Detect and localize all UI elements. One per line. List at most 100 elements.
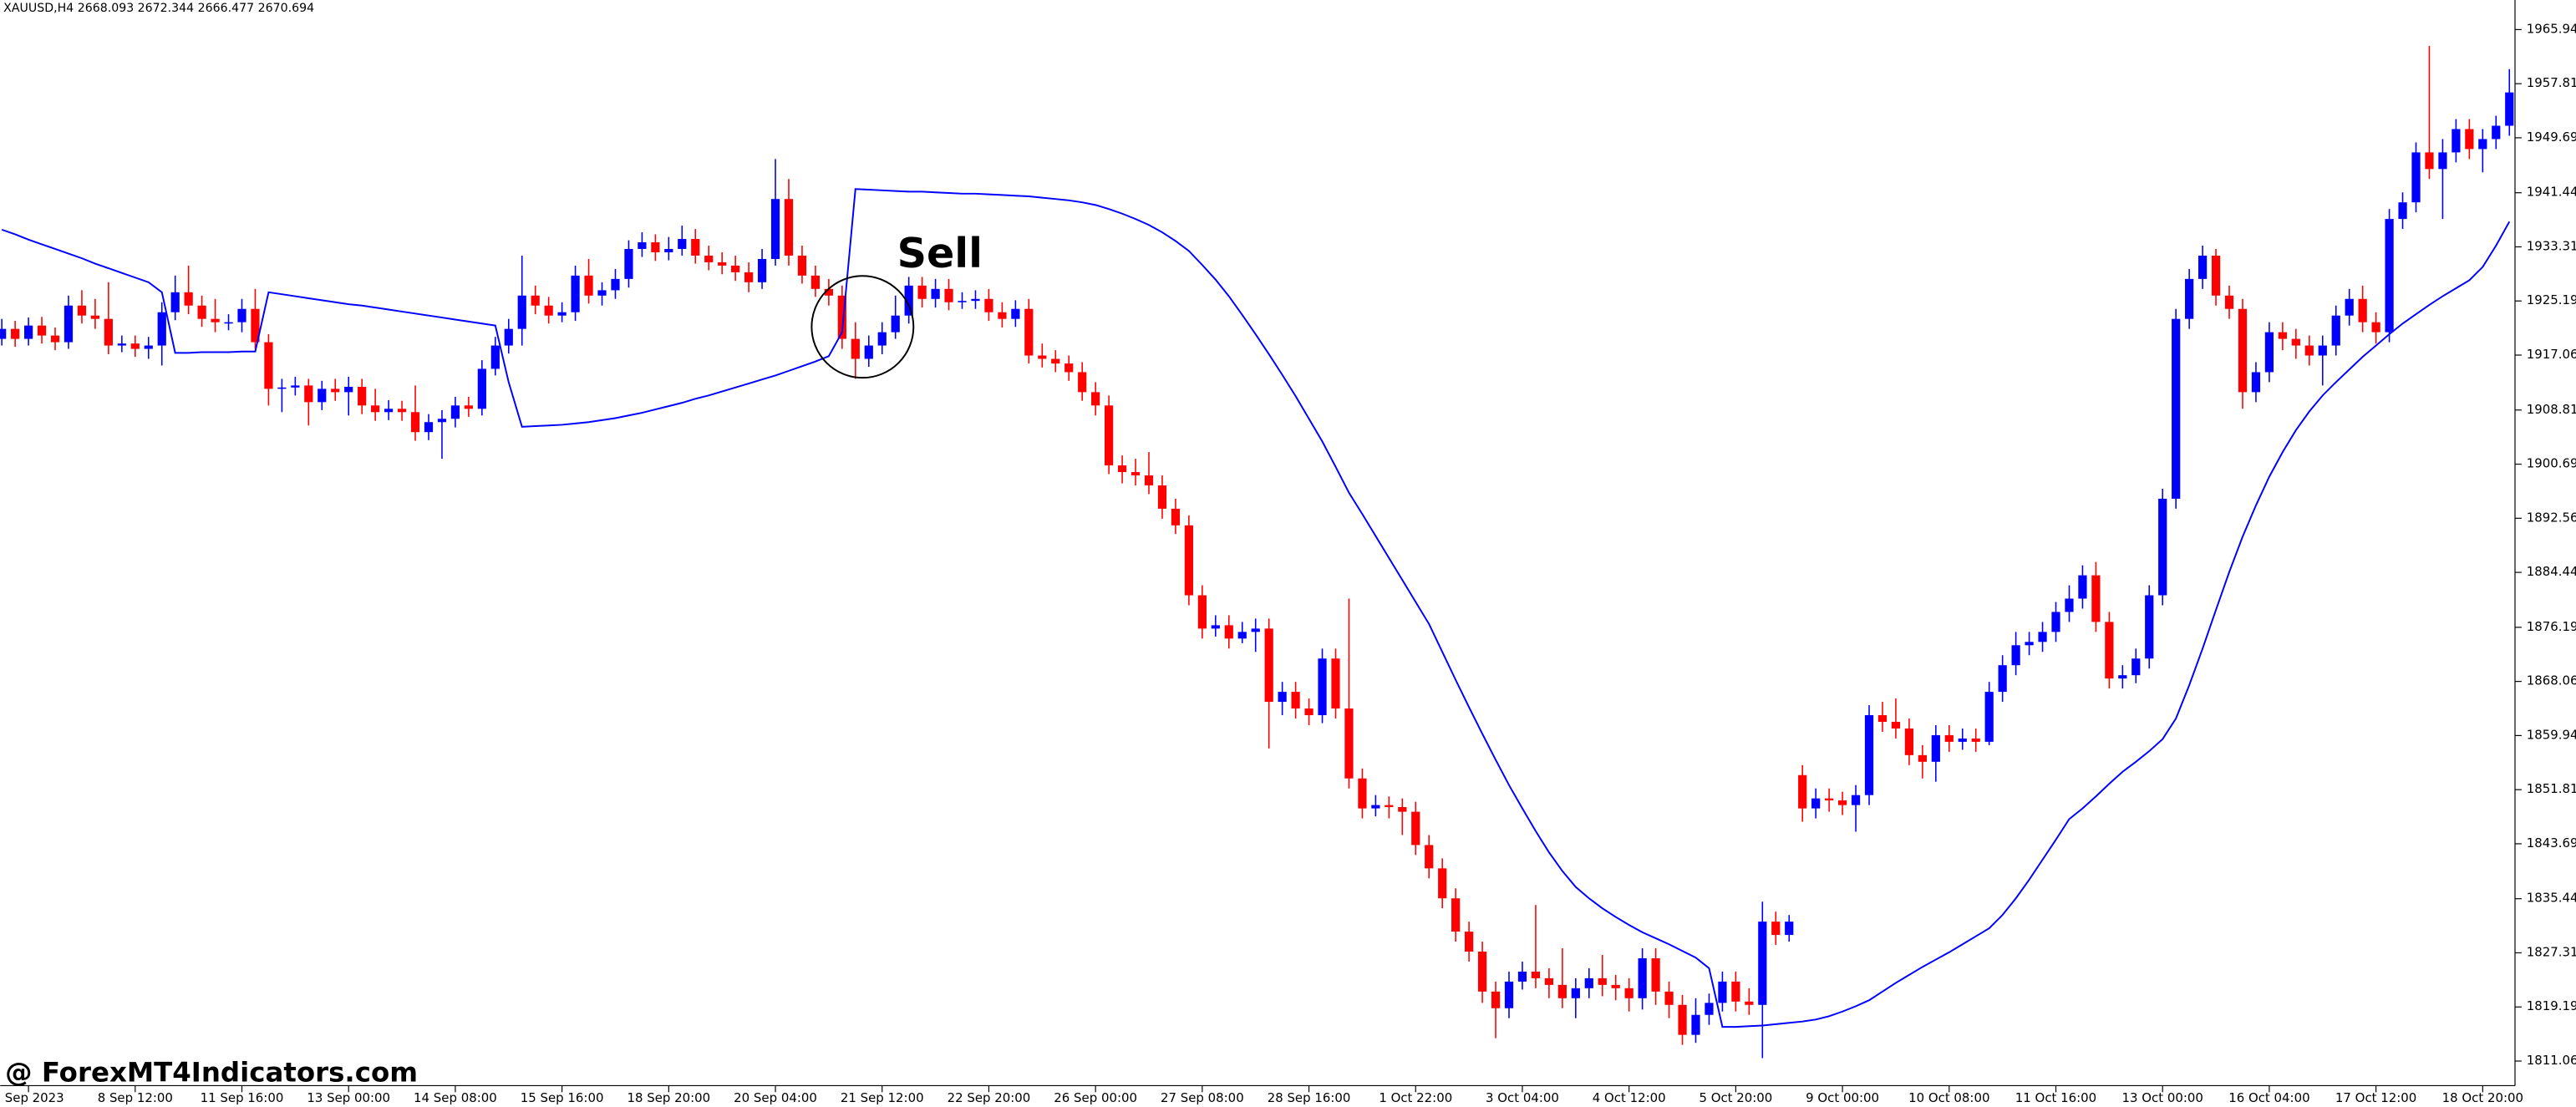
y-tick-label: 1933.315 xyxy=(2527,238,2576,253)
y-tick-label: 1949.690 xyxy=(2527,129,2576,145)
candle-body xyxy=(90,315,100,319)
x-tick-label: 11 Oct 16:00 xyxy=(2015,1090,2096,1105)
candle-body xyxy=(1331,658,1340,709)
candle-body xyxy=(1157,485,1167,509)
candle-body xyxy=(0,328,7,339)
candle-body xyxy=(1144,475,1154,485)
candle-body xyxy=(784,199,794,256)
candle-body xyxy=(1611,984,1620,988)
candle-body xyxy=(731,265,740,272)
candle-body xyxy=(891,315,900,333)
candle-body xyxy=(1904,728,1914,755)
candle-body xyxy=(2318,345,2327,356)
candle-body xyxy=(1078,372,1087,393)
x-tick-label: 7 Sep 2023 xyxy=(0,1090,64,1105)
candle-body xyxy=(23,325,33,339)
candle-body xyxy=(1278,692,1287,703)
candle-body xyxy=(2078,575,2087,599)
x-tick-label: 22 Sep 20:00 xyxy=(948,1090,1031,1105)
candle-body xyxy=(1197,595,1207,629)
y-tick-label: 1843.690 xyxy=(2527,835,2576,851)
candle-body xyxy=(984,298,993,312)
candle-body xyxy=(2452,129,2461,153)
candle-body xyxy=(958,301,967,302)
candle-body xyxy=(37,325,47,336)
candle-body xyxy=(104,318,113,346)
candle-body xyxy=(517,295,526,329)
candle-body xyxy=(2238,308,2248,393)
candle-body xyxy=(2291,338,2300,346)
y-tick-label: 1851.815 xyxy=(2527,781,2576,796)
candle-body xyxy=(344,386,353,393)
x-tick-label: 11 Sep 16:00 xyxy=(201,1090,284,1105)
candle-body xyxy=(2038,632,2047,642)
candle-body xyxy=(1624,988,1633,998)
candle-body xyxy=(678,239,687,249)
signal-circle xyxy=(810,275,915,379)
candle-body xyxy=(691,239,700,256)
candle-body xyxy=(2051,612,2060,632)
candle-body xyxy=(157,312,166,346)
y-tick-label: 1965.940 xyxy=(2527,21,2576,36)
candle-body xyxy=(1958,738,1967,742)
candle-body xyxy=(1411,811,1420,845)
x-tick-label: 13 Sep 00:00 xyxy=(307,1090,390,1105)
candle-body xyxy=(1184,525,1194,596)
candle-body xyxy=(2358,298,2367,322)
x-tick-label: 10 Oct 08:00 xyxy=(1908,1090,1989,1105)
candle-body xyxy=(971,298,980,302)
candle-body xyxy=(1385,805,1394,808)
x-tick-label: 1 Oct 22:00 xyxy=(1379,1090,1452,1105)
y-tick-label: 1876.190 xyxy=(2527,619,2576,634)
candle-body xyxy=(2224,295,2234,309)
candle-body xyxy=(1477,951,1487,992)
candle-body xyxy=(1344,708,1354,779)
candle-body xyxy=(1731,981,1740,1002)
candle-body xyxy=(1398,807,1407,812)
candle-body xyxy=(2091,575,2101,622)
candle-body xyxy=(998,312,1007,319)
candle-body xyxy=(584,275,593,296)
candle-body xyxy=(651,242,660,252)
candle-body xyxy=(1691,1014,1700,1035)
candle-body xyxy=(2065,598,2074,612)
candle-body xyxy=(1864,715,1874,795)
candle-body xyxy=(2371,322,2380,333)
candle-body xyxy=(384,409,394,413)
x-tick-label: 13 Oct 00:00 xyxy=(2122,1090,2203,1105)
candle-body xyxy=(2158,498,2167,596)
candle-body xyxy=(611,278,620,291)
candle-body xyxy=(557,312,567,316)
watermark: @ ForexMT4Indicators.com xyxy=(5,1057,418,1089)
y-tick-label: 1819.190 xyxy=(2527,998,2576,1013)
y-tick-label: 1892.565 xyxy=(2527,510,2576,525)
candle-body xyxy=(2172,318,2181,499)
candle-body xyxy=(864,345,873,359)
candle-body xyxy=(1465,932,1474,952)
candle-body xyxy=(1557,984,1567,998)
candle-body xyxy=(757,258,767,282)
candle-body xyxy=(931,288,940,299)
candle-body xyxy=(2278,332,2287,339)
candle-body xyxy=(2118,675,2127,679)
candle-body xyxy=(1718,981,1727,1003)
candle-body xyxy=(877,332,887,346)
candle-body xyxy=(1771,922,1781,936)
candle-body xyxy=(1011,308,1020,319)
candle-body xyxy=(490,345,500,369)
candle-body xyxy=(837,295,846,339)
candle-body xyxy=(1638,957,1647,998)
x-tick-label: 5 Oct 20:00 xyxy=(1699,1090,1772,1105)
candle-body xyxy=(170,292,180,312)
candle-body xyxy=(1758,922,1767,1005)
candle-body xyxy=(1877,715,1888,722)
candle-body xyxy=(1811,798,1821,809)
candle-body xyxy=(1944,734,1954,742)
candle-body xyxy=(1971,738,1980,742)
candle-body xyxy=(1651,957,1660,992)
candle-body xyxy=(531,295,540,306)
y-tick-label: 1908.815 xyxy=(2527,402,2576,417)
candle-body xyxy=(1091,392,1100,406)
candle-body xyxy=(2425,152,2434,170)
